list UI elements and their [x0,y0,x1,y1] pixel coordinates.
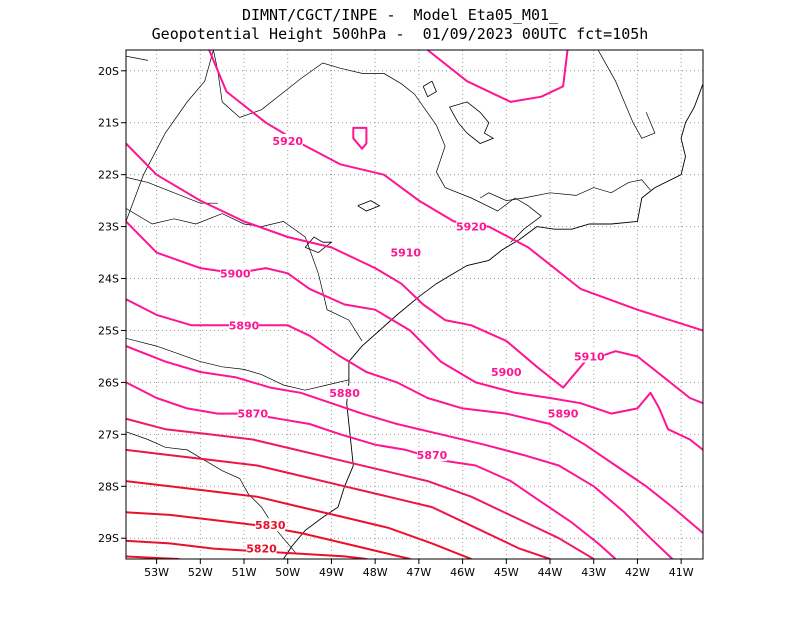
lon-tick-label: 42W [625,566,650,579]
lat-tick-label: 22S [98,169,119,182]
contour-label-background [456,219,487,233]
map-frame [125,49,704,560]
coastline-segment [702,65,703,67]
coastline-segment [283,83,703,559]
contour-line-5870 [126,381,617,559]
contour-line-5850 [126,448,551,559]
contour-label-background [220,266,251,280]
contour-line-5890 [126,298,703,534]
contour-line-5900 [126,220,703,451]
lon-tick-label: 50W [275,566,300,579]
state-border [479,179,651,201]
contour-label: 5890 [229,319,260,332]
contour-label-background [390,245,421,259]
contour-label-background [246,541,277,555]
contour-label-background [574,349,605,363]
contour-label-background [255,518,286,532]
contour-labels: 5920 5920 5910 5910 5900 5900 5890 5890 5880 5870… [220,133,605,556]
state-border [126,176,218,204]
height-contours [126,50,703,559]
contour-label: 5870 [417,449,448,462]
contour-label: 5880 [329,387,360,400]
contour-label: 5870 [237,408,268,421]
state-border [126,431,297,555]
lon-tick-label: 49W [319,566,344,579]
coastline [283,65,703,559]
lat-tick-label: 27S [98,428,119,441]
contour-label-background [416,448,447,462]
lat-tick-label: 21S [98,117,119,130]
lon-tick-label: 52W [188,566,213,579]
lat-tick-label: 23S [98,221,119,234]
lon-tick-label: 53W [144,566,169,579]
contour-line-5880 [126,345,674,559]
lon-tick-label: 41W [669,566,694,579]
state-border [213,50,542,217]
lat-tick-label: 25S [98,324,119,337]
contour-line-5860 [126,417,595,559]
map-grid [126,50,703,559]
lat-tick-label: 24S [98,273,119,286]
contour-label-background [237,406,268,420]
lat-tick-label: 20S [98,65,119,78]
contour-line-5840 [126,480,473,559]
contour-label: 5920 [456,221,487,234]
contour-label: 5820 [246,543,277,556]
lat-tick-label: 26S [98,376,119,389]
contour-line-5910 [126,142,703,405]
lon-tick-label: 43W [581,566,606,579]
state-border [597,50,656,139]
map-title-line-1: DIMNT/CGCT/INPE - Model Eta05_M01_ [241,6,559,24]
contour-line-5920 [352,126,368,150]
contour-label: 5910 [390,247,421,260]
state-border [126,337,349,391]
contour-label-background [329,385,360,399]
contour-label-background [229,318,260,332]
lon-tick-label: 48W [363,566,388,579]
state-border [126,55,148,61]
state-border [510,215,542,243]
contour-line-5920 [426,50,569,103]
contour-label-background [491,365,522,379]
lat-tick-label: 28S [98,480,119,493]
contour-label: 5910 [574,350,605,363]
lon-tick-label: 44W [538,566,563,579]
contour-label: 5900 [220,267,251,280]
lon-tick-label: 45W [494,566,519,579]
lat-tick-label: 29S [98,532,119,545]
contour-label: 5830 [255,519,286,532]
lake-outline [357,200,381,212]
lake-outline [422,80,437,98]
lon-tick-label: 51W [232,566,257,579]
contour-label: 5900 [491,366,522,379]
contour-line-5920 [208,50,703,332]
contour-label: 5920 [272,135,303,148]
contour-label-background [548,406,579,420]
lon-tick-label: 46W [450,566,475,579]
contour-label-background [272,133,303,147]
lake-outline [304,236,333,254]
map-title-line-2: Geopotential Height 500hPa - 01/09/2023 … [151,25,649,43]
state-borders [126,50,656,555]
axis-ticks: 20S 21S 22S 23S 24S 25S 26S 27S 28S 29S 53W 52W 51W 5… [98,65,694,579]
contour-label: 5890 [548,408,579,421]
lon-tick-label: 47W [406,566,431,579]
lake-outline [449,101,495,144]
state-border [126,50,214,222]
